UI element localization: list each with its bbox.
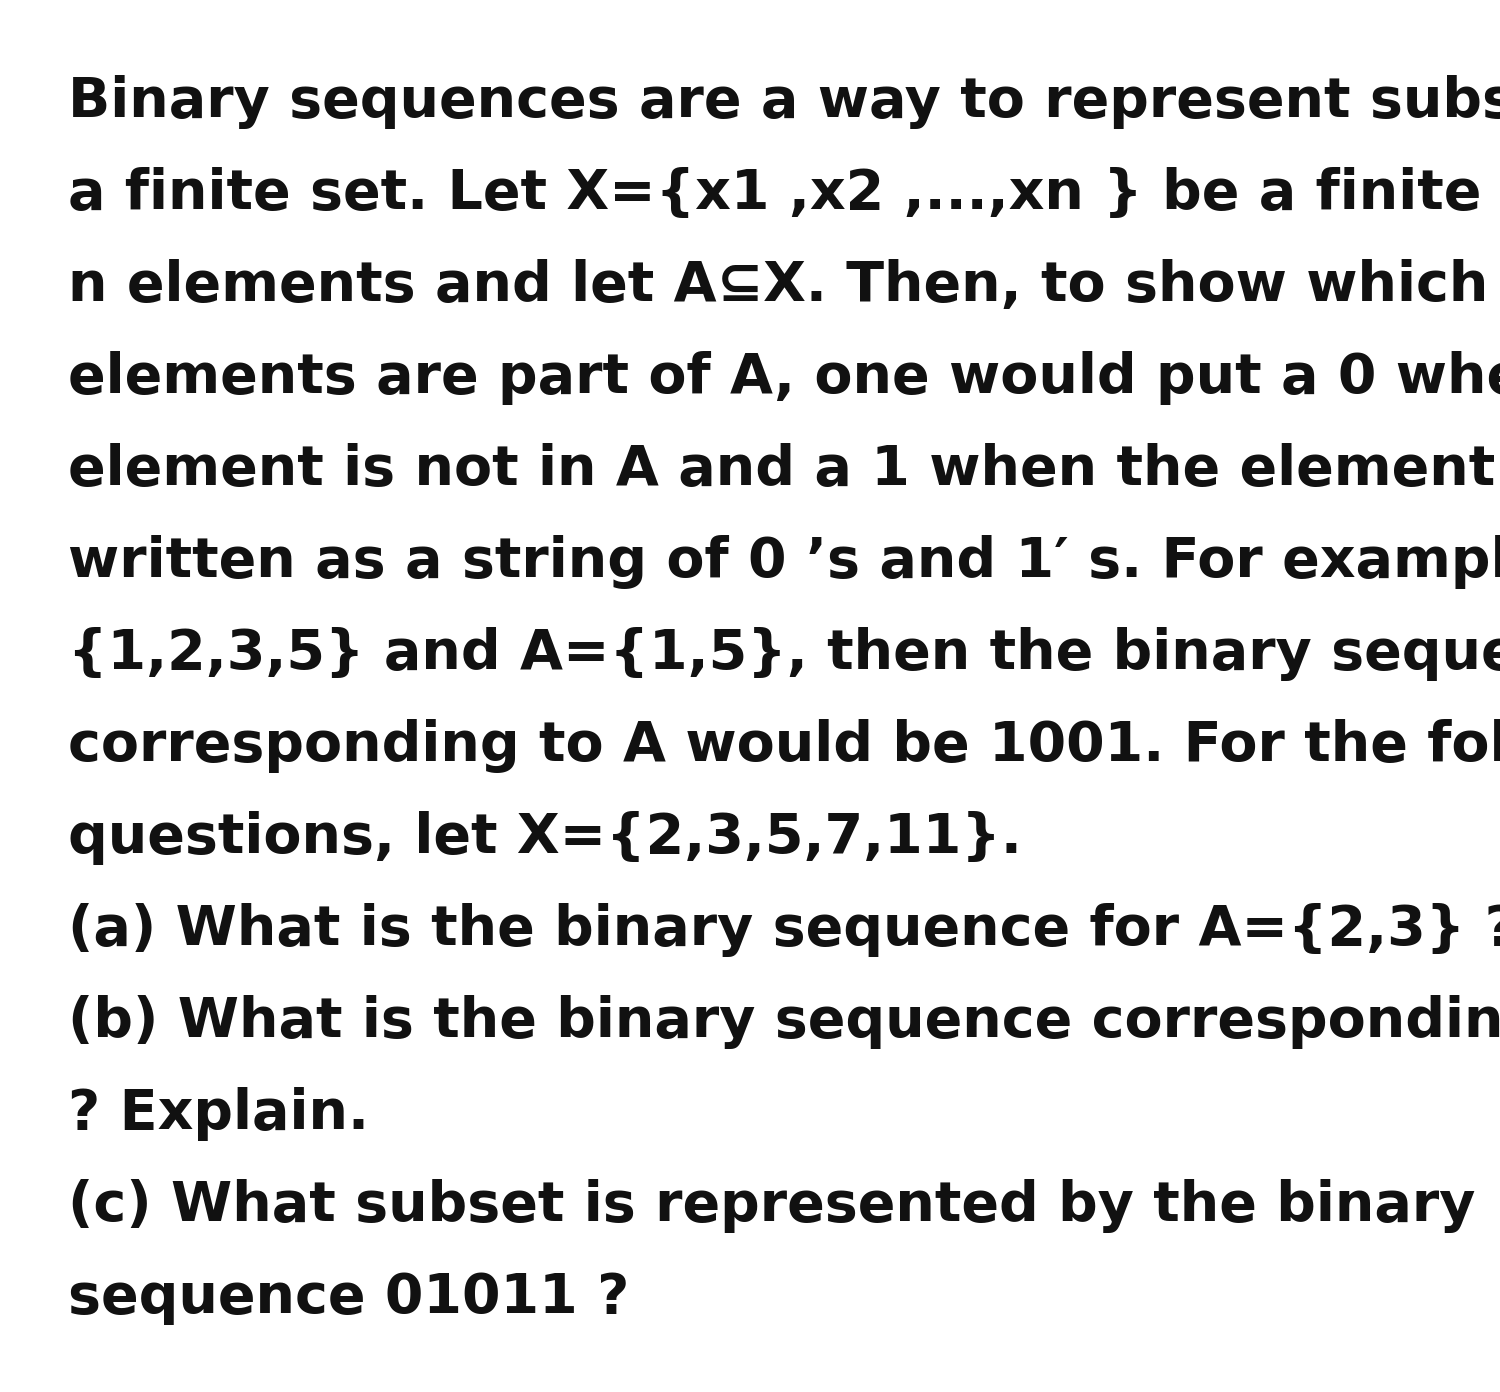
Text: ? Explain.: ? Explain.	[68, 1087, 369, 1141]
Text: n elements and let A⊆X. Then, to show which: n elements and let A⊆X. Then, to show wh…	[68, 259, 1488, 313]
Text: (b) What is the binary sequence corresponding to ∅: (b) What is the binary sequence correspo…	[68, 995, 1500, 1050]
Text: elements are part of A, one would put a 0 when an: elements are part of A, one would put a …	[68, 351, 1500, 405]
Text: written as a string of 0 ’s and 1′ s. For example, if X=: written as a string of 0 ’s and 1′ s. Fo…	[68, 535, 1500, 589]
Text: corresponding to A would be 1001. For the following: corresponding to A would be 1001. For th…	[68, 720, 1500, 773]
Text: (c) What subset is represented by the binary: (c) What subset is represented by the bi…	[68, 1179, 1476, 1233]
Text: Binary sequences are a way to represent subsets of: Binary sequences are a way to represent …	[68, 75, 1500, 129]
Text: sequence 01011 ?: sequence 01011 ?	[68, 1271, 630, 1325]
Text: {1,2,3,5} and A={1,5}, then the binary sequence: {1,2,3,5} and A={1,5}, then the binary s…	[68, 626, 1500, 681]
Text: (a) What is the binary sequence for A={2,3} ?: (a) What is the binary sequence for A={2…	[68, 903, 1500, 958]
Text: a finite set. Let X={x1 ,x2 ,...,xn } be a finite set with: a finite set. Let X={x1 ,x2 ,...,xn } be…	[68, 167, 1500, 221]
Text: questions, let X={2,3,5,7,11}.: questions, let X={2,3,5,7,11}.	[68, 812, 1022, 864]
Text: element is not in A and a 1 when the element is in A,: element is not in A and a 1 when the ele…	[68, 443, 1500, 497]
